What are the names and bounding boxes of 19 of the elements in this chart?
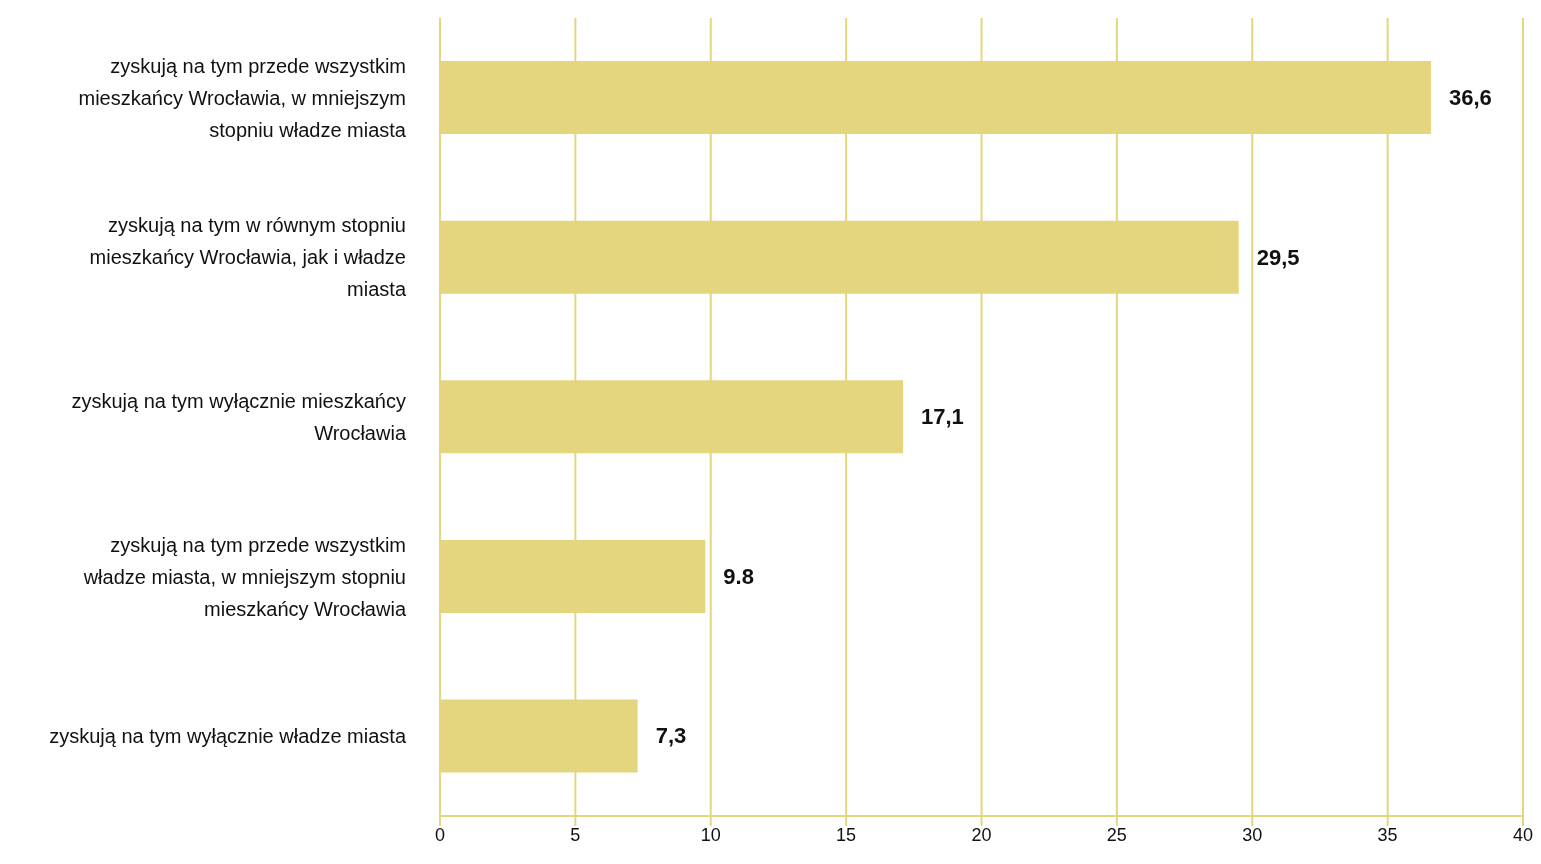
data-label: 36,6 [1448,85,1492,111]
data-label: 7,3 [655,723,687,749]
y-tick-label: zyskują na tym przede wszystkim władze miasta, w mniejszym stopniu mieszkańcy Wrocławia [82,533,407,620]
data-label: 9.8 [723,563,754,589]
x-tick-label: 20 [971,824,992,845]
y-tick-label: zyskują na tym przede wszystkim mieszkańcy Wrocławia, w mniejszym stopniu władze miasta [78,54,407,141]
y-tick-label: zyskują na tym wyłącznie władze miasta [49,725,407,748]
x-tick-label: 30 [1242,824,1263,845]
x-tick-label: 40 [1512,824,1534,845]
y-tick-label: zyskują na tym wyłącznie mieszkańcy Wrocławia [71,390,407,444]
x-tick-label: 35 [1377,824,1398,845]
x-tick-label: 10 [700,824,721,845]
x-tick-label: 25 [1106,824,1127,845]
x-tick-label: 0 [434,824,446,845]
y-tick-label: zyskują na tym w równym stopniu mieszkańcy Wrocławia, jak i władze miasta [89,214,407,301]
data-label: 17,1 [920,404,964,430]
x-tick-label: 5 [570,824,581,845]
data-label: 29,5 [1256,244,1300,270]
x-tick-label: 15 [836,824,857,845]
